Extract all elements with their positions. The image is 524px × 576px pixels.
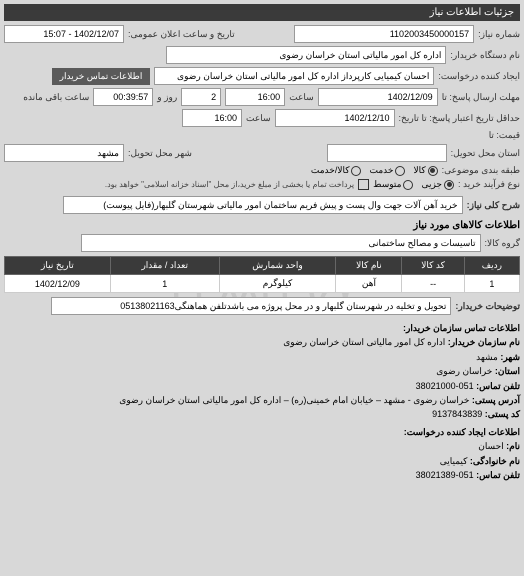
- goods-table: ردیف کد کالا نام کالا واحد شمارش تعداد /…: [4, 256, 520, 293]
- radio-motavaset-label: متوسط: [373, 179, 401, 190]
- validity-label: حداقل تاریخ اعتبار پاسخ: تا تاریخ:: [399, 113, 520, 124]
- days-label: روز و: [157, 92, 177, 103]
- need-title-label: شرح کلی نیاز:: [467, 200, 520, 211]
- creator-section-title: اطلاعات ایجاد کننده درخواست:: [4, 425, 520, 439]
- org-name-value: اداره کل امور مالیاتی استان خراسان رضوی: [283, 337, 445, 347]
- radio-jozei-circle: [444, 180, 454, 190]
- remaining-label: ساعت باقی مانده: [23, 92, 89, 103]
- th-name: نام کالا: [336, 257, 402, 275]
- creator-name-label: نام:: [506, 441, 520, 451]
- deadline-date-value: 1402/12/09: [318, 88, 438, 106]
- requester-value: احسان کیمیایی کارپرداز اداره کل امور مال…: [154, 67, 434, 85]
- creator-family-label: نام خانوادگی:: [470, 456, 520, 466]
- radio-jozei-label: جزیی: [421, 179, 442, 190]
- postal-label: آدرس پستی:: [472, 395, 520, 405]
- radio-motavaset[interactable]: متوسط: [373, 179, 413, 190]
- th-qty: تعداد / مقدار: [110, 257, 219, 275]
- radio-khadmat-label: خدمت: [369, 165, 393, 176]
- table-row: 1 -- آهن کیلوگرم 1 1402/12/09: [5, 275, 520, 293]
- postcode-label: کد پستی:: [485, 409, 520, 419]
- contact-city-value: مشهد: [476, 352, 498, 362]
- buyer-org-label: نام دستگاه خریدار:: [450, 50, 520, 61]
- contact-info-button[interactable]: اطلاعات تماس خریدار: [52, 68, 151, 85]
- contact-section-title: اطلاعات تماس سازمان خریدار:: [4, 321, 520, 335]
- request-number-label: شماره نیاز:: [478, 29, 520, 40]
- payment-note: پرداخت تمام یا بخشی از مبلغ خرید،از محل …: [105, 180, 354, 189]
- radio-kala-label: کالا: [413, 165, 425, 176]
- city-label: شهر محل تحویل:: [128, 148, 192, 159]
- supply-label: طبقه بندی موضوعی:: [442, 165, 520, 176]
- deadline-label: مهلت ارسال پاسخ: تا: [442, 92, 520, 103]
- td-qty: 1: [110, 275, 219, 293]
- location-label: استان محل تحویل:: [451, 148, 520, 159]
- remaining-time-value: 00:39:57: [93, 88, 153, 106]
- need-title-value: خرید آهن آلات جهت وال پست و پیش فریم ساخ…: [63, 196, 463, 214]
- validity-date-value: 1402/12/10: [275, 109, 395, 127]
- price-label: قیمت: تا: [489, 130, 520, 141]
- td-unit: کیلوگرم: [219, 275, 336, 293]
- location-value: [327, 144, 447, 162]
- deadline-time-value: 16:00: [225, 88, 285, 106]
- goods-group-value: تاسیسات و مصالح ساختمانی: [81, 234, 481, 252]
- radio-khadmat[interactable]: خدمت: [369, 165, 405, 176]
- buyer-org-value: اداره کل امور مالیاتی استان خراسان رضوی: [166, 46, 446, 64]
- phone-value: 051-38021000: [416, 381, 474, 391]
- buyer-notes-value: تحویل و تخلیه در شهرستان گلبهار و در محل…: [51, 297, 451, 315]
- postal-value: خراسان رضوی - مشهد – خیابان امام خمینی(ر…: [119, 395, 469, 405]
- postcode-value: 9137843839: [432, 409, 482, 419]
- creator-name-value: احسان: [478, 441, 503, 451]
- radio-kala[interactable]: کالا: [413, 165, 437, 176]
- process-label: نوع فرآیند خرید :: [458, 179, 520, 190]
- announce-date-label: تاریخ و ساعت اعلان عمومی:: [128, 29, 235, 40]
- time-label-2: ساعت: [246, 113, 271, 124]
- goods-section-title: اطلاعات کالاهای مورد نیاز: [4, 220, 520, 231]
- goods-table-container: ردیف کد کالا نام کالا واحد شمارش تعداد /…: [4, 256, 520, 293]
- payment-checkbox[interactable]: [358, 179, 369, 190]
- radio-both-label: کالا/خدمت: [311, 165, 350, 176]
- buyer-notes-label: توضیحات خریدار:: [455, 301, 520, 312]
- td-name: آهن: [336, 275, 402, 293]
- contact-section: اطلاعات تماس سازمان خریدار: نام سازمان خ…: [4, 321, 520, 482]
- th-unit: واحد شمارش: [219, 257, 336, 275]
- th-date: تاریخ نیاز: [5, 257, 111, 275]
- goods-group-label: گروه کالا:: [485, 238, 520, 249]
- page-header: جزئیات اطلاعات نیاز: [4, 4, 520, 21]
- phone-label: تلفن تماس:: [476, 381, 520, 391]
- th-code: کد کالا: [402, 257, 464, 275]
- request-number-value: 1102003450000157: [294, 25, 474, 43]
- td-date: 1402/12/09: [5, 275, 111, 293]
- supply-radio-group: کالا خدمت کالا/خدمت: [311, 165, 438, 176]
- province-label: استان:: [495, 366, 520, 376]
- radio-both[interactable]: کالا/خدمت: [311, 165, 362, 176]
- table-header-row: ردیف کد کالا نام کالا واحد شمارش تعداد /…: [5, 257, 520, 275]
- city-value: مشهد: [4, 144, 124, 162]
- main-container: جزئیات اطلاعات نیاز شماره نیاز: 11020034…: [0, 0, 524, 486]
- requester-label: ایجاد کننده درخواست:: [438, 71, 520, 82]
- radio-jozei[interactable]: جزیی: [421, 179, 454, 190]
- creator-family-value: کیمیایی: [440, 456, 468, 466]
- radio-kala-circle: [428, 166, 438, 176]
- org-name-label: نام سازمان خریدار:: [448, 337, 520, 347]
- td-row: 1: [464, 275, 519, 293]
- th-row: ردیف: [464, 257, 519, 275]
- creator-phone-value: 051-38021389: [416, 470, 474, 480]
- validity-time-value: 16:00: [182, 109, 242, 127]
- days-value: 2: [181, 88, 221, 106]
- contact-city-label: شهر:: [500, 352, 520, 362]
- radio-both-circle: [351, 166, 361, 176]
- announce-date-value: 1402/12/07 - 15:07: [4, 25, 124, 43]
- radio-khadmat-circle: [395, 166, 405, 176]
- process-radio-group: جزیی متوسط: [373, 179, 454, 190]
- td-code: --: [402, 275, 464, 293]
- province-value: خراسان رضوی: [436, 366, 492, 376]
- radio-motavaset-circle: [403, 180, 413, 190]
- creator-phone-label: تلفن تماس:: [476, 470, 520, 480]
- time-label-1: ساعت: [289, 92, 314, 103]
